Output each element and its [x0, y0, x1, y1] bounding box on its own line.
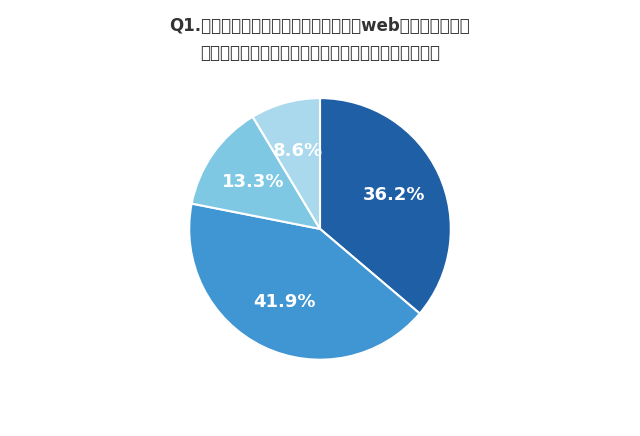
Text: Q1.コロナ禍の現在、注文住宅についてwebでの情報収集に
じっくり時間をかけることが多くなったと思いますか: Q1.コロナ禍の現在、注文住宅についてwebでの情報収集に じっくり時間をかける… — [170, 17, 470, 62]
Wedge shape — [191, 117, 320, 229]
Wedge shape — [253, 98, 320, 229]
Wedge shape — [189, 204, 420, 360]
Text: 8.6%: 8.6% — [273, 142, 323, 160]
Text: 36.2%: 36.2% — [362, 186, 425, 204]
Text: 13.3%: 13.3% — [223, 173, 285, 191]
Legend: かなりそう思う, そう思う, そう思わない, 全くそう思わない: かなりそう思う, そう思う, そう思わない, 全くそう思わない — [157, 432, 483, 436]
Wedge shape — [320, 98, 451, 313]
Text: 41.9%: 41.9% — [253, 293, 316, 311]
